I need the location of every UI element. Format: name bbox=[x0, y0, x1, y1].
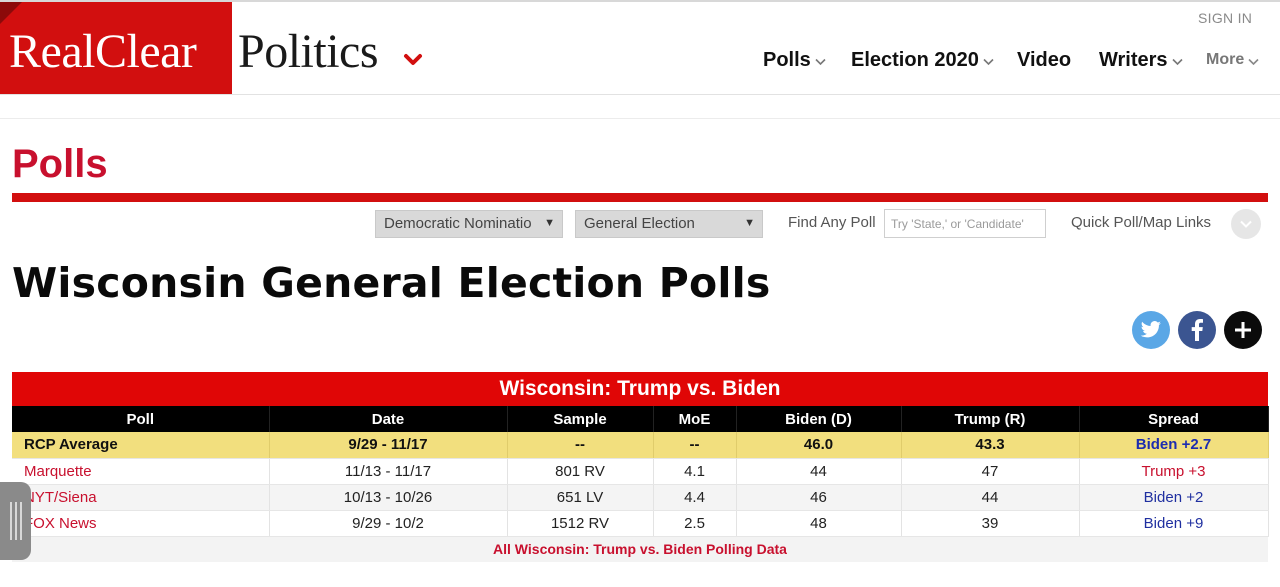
poll-trump: 39 bbox=[901, 510, 1080, 537]
avg-spread: Biden +2.7 bbox=[1079, 432, 1269, 459]
election-type-select[interactable]: General Election ▼ bbox=[575, 210, 763, 238]
all-polling-data-link[interactable]: All Wisconsin: Trump vs. Biden Polling D… bbox=[12, 536, 1268, 562]
election-type-select-value: General Election bbox=[584, 215, 695, 232]
chevron-down-icon bbox=[983, 58, 994, 66]
col-header-biden[interactable]: Biden (D) bbox=[736, 406, 902, 432]
poll-name-cell: FOX News bbox=[12, 510, 270, 537]
side-drawer-handle[interactable] bbox=[0, 482, 31, 560]
quick-links-label: Quick Poll/Map Links bbox=[1071, 214, 1212, 231]
race-type-select-value: Democratic Nominatio bbox=[384, 215, 532, 232]
poll-spread-value: Trump +3 bbox=[1141, 462, 1206, 480]
poll-date: 10/13 - 10/26 bbox=[269, 484, 508, 511]
col-header-moe[interactable]: MoE bbox=[653, 406, 737, 432]
poll-biden: 48 bbox=[736, 510, 902, 537]
grip-line bbox=[20, 502, 22, 540]
avg-trump: 43.3 bbox=[901, 432, 1080, 459]
poll-link-fox-news[interactable]: FOX News bbox=[24, 514, 97, 532]
grip-line bbox=[10, 502, 12, 540]
col-header-spread[interactable]: Spread bbox=[1079, 406, 1269, 432]
section-title: Polls bbox=[12, 142, 108, 186]
quick-links-toggle[interactable] bbox=[1231, 209, 1261, 239]
table-row: FOX News 9/29 - 10/2 1512 RV 2.5 48 39 B… bbox=[12, 510, 1269, 537]
col-header-sample[interactable]: Sample bbox=[507, 406, 654, 432]
poll-table: Poll Date Sample MoE Biden (D) Trump (R)… bbox=[12, 406, 1269, 537]
nav-more[interactable]: More bbox=[1206, 47, 1259, 73]
grip-line bbox=[15, 502, 17, 540]
nav-polls[interactable]: Polls bbox=[763, 47, 826, 73]
nav-more-label: More bbox=[1206, 51, 1245, 68]
poll-sample: 1512 RV bbox=[507, 510, 654, 537]
rcp-average-row: RCP Average 9/29 - 11/17 -- -- 46.0 43.3… bbox=[12, 432, 1269, 459]
nav-election-label: Election 2020 bbox=[851, 48, 979, 71]
col-header-poll[interactable]: Poll bbox=[12, 406, 270, 432]
col-header-trump[interactable]: Trump (R) bbox=[901, 406, 1080, 432]
table-header-row: Poll Date Sample MoE Biden (D) Trump (R)… bbox=[12, 406, 1269, 432]
find-poll-input[interactable] bbox=[884, 209, 1046, 238]
poll-table-title: Wisconsin: Trump vs. Biden bbox=[12, 372, 1268, 406]
find-poll-label: Find Any Poll bbox=[788, 214, 876, 231]
avg-poll: RCP Average bbox=[12, 432, 270, 459]
page-title: Wisconsin General Election Polls bbox=[12, 259, 771, 307]
col-header-date[interactable]: Date bbox=[269, 406, 508, 432]
logo-politics[interactable]: Politics bbox=[238, 25, 379, 78]
poll-spread: Biden +2 bbox=[1079, 484, 1269, 511]
poll-moe: 2.5 bbox=[653, 510, 737, 537]
poll-spread-value: Biden +9 bbox=[1143, 514, 1204, 532]
poll-trump: 44 bbox=[901, 484, 1080, 511]
logo-realclear: RealClear bbox=[9, 25, 197, 78]
poll-date: 9/29 - 10/2 bbox=[269, 510, 508, 537]
poll-moe: 4.1 bbox=[653, 458, 737, 485]
chevron-down-icon bbox=[1171, 58, 1183, 66]
poll-sample: 651 LV bbox=[507, 484, 654, 511]
twitter-icon bbox=[1140, 321, 1161, 338]
more-share-button[interactable] bbox=[1224, 311, 1262, 349]
logo-chevron-down-icon[interactable] bbox=[403, 50, 423, 68]
logo-corner bbox=[0, 2, 22, 24]
logo-red-block[interactable]: RealClear bbox=[0, 2, 232, 94]
nav-video-label: Video bbox=[1017, 48, 1072, 71]
facebook-icon bbox=[1191, 319, 1203, 341]
poll-sample: 801 RV bbox=[507, 458, 654, 485]
section-rule bbox=[12, 193, 1268, 202]
avg-moe: -- bbox=[653, 432, 737, 459]
nav-video[interactable]: Video bbox=[1017, 47, 1071, 73]
poll-name-cell: Marquette bbox=[12, 458, 270, 485]
poll-date: 11/13 - 11/17 bbox=[269, 458, 508, 485]
table-row: Marquette 11/13 - 11/17 801 RV 4.1 44 47… bbox=[12, 458, 1269, 485]
poll-name-cell: NYT/Siena bbox=[12, 484, 270, 511]
dropdown-arrow-icon: ▼ bbox=[544, 217, 555, 229]
twitter-share-button[interactable] bbox=[1132, 311, 1170, 349]
nav-writers[interactable]: Writers bbox=[1099, 47, 1183, 73]
facebook-share-button[interactable] bbox=[1178, 311, 1216, 349]
chevron-down-icon bbox=[815, 58, 826, 66]
poll-trump: 47 bbox=[901, 458, 1080, 485]
avg-sample: -- bbox=[507, 432, 654, 459]
avg-spread-value: Biden +2.7 bbox=[1135, 436, 1212, 454]
table-row: NYT/Siena 10/13 - 10/26 651 LV 4.4 46 44… bbox=[12, 484, 1269, 511]
subheader-divider bbox=[0, 118, 1280, 119]
sign-in-link[interactable]: SIGN IN bbox=[1198, 10, 1253, 26]
poll-biden: 46 bbox=[736, 484, 902, 511]
poll-biden: 44 bbox=[736, 458, 902, 485]
race-type-select[interactable]: Democratic Nominatio ▼ bbox=[375, 210, 563, 238]
plus-icon bbox=[1235, 322, 1251, 338]
poll-spread-value: Biden +2 bbox=[1143, 488, 1204, 506]
poll-table-container: Wisconsin: Trump vs. Biden Poll Date Sam… bbox=[12, 372, 1269, 562]
poll-spread: Trump +3 bbox=[1079, 458, 1269, 485]
chevron-down-icon bbox=[1248, 58, 1259, 66]
poll-spread: Biden +9 bbox=[1079, 510, 1269, 537]
nav-polls-label: Polls bbox=[763, 48, 811, 71]
avg-biden: 46.0 bbox=[736, 432, 902, 459]
poll-link-nyt-siena[interactable]: NYT/Siena bbox=[24, 488, 97, 506]
chevron-down-icon bbox=[1240, 220, 1252, 228]
nav-writers-label: Writers bbox=[1099, 48, 1168, 71]
top-border bbox=[0, 0, 1280, 2]
avg-date: 9/29 - 11/17 bbox=[269, 432, 508, 459]
dropdown-arrow-icon: ▼ bbox=[744, 217, 755, 229]
header-divider bbox=[0, 94, 1280, 95]
poll-moe: 4.4 bbox=[653, 484, 737, 511]
nav-election-2020[interactable]: Election 2020 bbox=[851, 47, 994, 73]
poll-link-marquette[interactable]: Marquette bbox=[24, 462, 92, 480]
